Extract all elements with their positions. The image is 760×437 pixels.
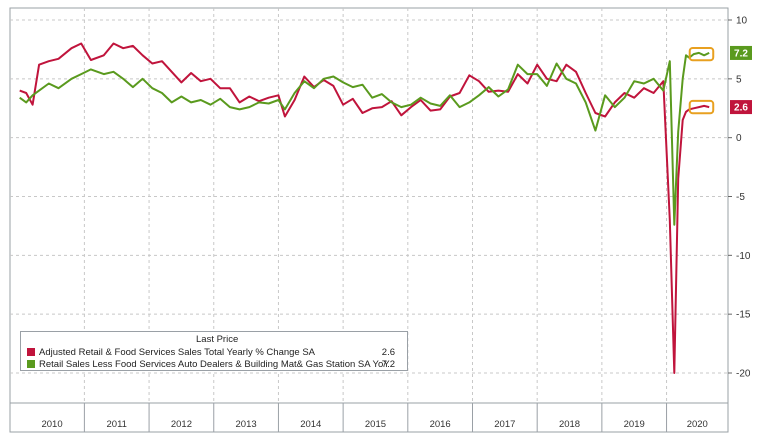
last-value-label-series-2: 7.2 — [734, 48, 748, 59]
series-line-1 — [19, 42, 710, 374]
x-tick-label: 2016 — [430, 419, 451, 430]
y-tick-label: -15 — [736, 310, 751, 321]
legend-value-series-2: 7.2 — [381, 358, 395, 370]
legend-label-series-2: Retail Sales Less Food Services Auto Dea… — [39, 358, 390, 370]
legend-label-series-1: Adjusted Retail & Food Services Sales To… — [39, 346, 316, 358]
series-layer — [19, 42, 710, 374]
y-tick-label: -5 — [736, 192, 745, 203]
x-tick-label: 2020 — [687, 419, 708, 430]
last-value-markers: 2.6 7.2 — [688, 45, 752, 115]
legend: Last Price Adjusted Retail & Food Servic… — [20, 331, 408, 371]
x-tick-label: 2018 — [559, 419, 580, 430]
x-axis: 2010 2011 2012 2013 2014 2015 2016 2017 2018 2019… — [9, 402, 729, 433]
y-axis: 10 5 0 -5 -10 -15 -20 — [728, 16, 751, 380]
y-tick-label: 0 — [736, 133, 742, 144]
highlight-box-series-1 — [688, 99, 715, 115]
x-tick-label: 2011 — [107, 419, 127, 430]
legend-swatch-series-2 — [27, 360, 35, 368]
legend-item-series-1: Adjusted Retail & Food Services Sales To… — [27, 346, 401, 358]
legend-item-series-2: Retail Sales Less Food Services Auto Dea… — [27, 358, 401, 370]
y-tick-label: 10 — [736, 16, 748, 27]
highlight-box-series-2 — [688, 46, 715, 62]
x-tick-label: 2017 — [494, 419, 515, 430]
legend-header: Last Price — [196, 334, 239, 345]
x-tick-label: 2013 — [236, 419, 257, 430]
x-axis-band — [9, 402, 729, 433]
last-value-tag-series-2 — [730, 45, 752, 60]
x-tick-label: 2012 — [171, 419, 192, 430]
grid-lines — [10, 8, 728, 432]
legend-value-series-1: 2.6 — [381, 346, 395, 358]
series-line-2 — [19, 51, 710, 226]
x-tick-label: 2014 — [300, 419, 321, 430]
y-tick-label: -20 — [736, 369, 751, 380]
y-tick-label: 5 — [736, 74, 742, 85]
legend-swatch-series-1 — [27, 348, 35, 356]
x-tick-label: 2019 — [624, 419, 645, 430]
last-value-label-series-1: 2.6 — [734, 103, 748, 114]
y-tick-label: -10 — [736, 251, 751, 262]
x-tick-label: 2015 — [365, 419, 386, 430]
last-value-tag-series-1 — [730, 100, 752, 115]
x-tick-label: 2010 — [41, 419, 62, 430]
